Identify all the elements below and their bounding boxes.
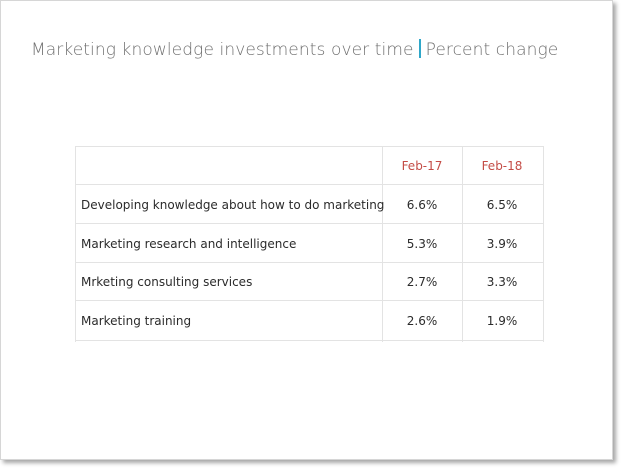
table-cell: 6.6% (406, 198, 438, 212)
table-cell: 2.6% (406, 314, 438, 328)
slide-page: Marketing knowledge investments over tim… (0, 0, 613, 460)
title-main: Marketing knowledge investments over tim… (31, 40, 414, 60)
table-rule (75, 262, 544, 263)
table-rule (75, 146, 76, 342)
data-table: Feb-17 Feb-18 Developing knowledge about… (1, 1, 612, 459)
slide-title: Marketing knowledge investments over tim… (31, 39, 558, 60)
title-subtitle: Percent change (425, 40, 559, 60)
table-rule (75, 340, 544, 341)
table-rule (75, 146, 544, 147)
table-cell: 3.3% (486, 275, 518, 289)
table-rule (75, 184, 544, 185)
table-cell: 6.5% (486, 198, 518, 212)
table-rule (382, 146, 383, 342)
table-rule (543, 146, 544, 342)
table-rule (75, 300, 544, 301)
table-cell: 1.9% (486, 314, 518, 328)
column-header: Feb-17 (401, 159, 443, 173)
title-separator (418, 39, 421, 58)
row-label: Developing knowledge about how to do mar… (81, 198, 385, 212)
row-label: Mrketing consulting services (81, 275, 253, 289)
table-rule (462, 146, 463, 342)
table-cell: 5.3% (406, 237, 438, 251)
row-label: Marketing research and intelligence (81, 237, 297, 251)
column-header: Feb-18 (481, 159, 523, 173)
table-rule (75, 223, 544, 224)
table-cell: 3.9% (486, 237, 518, 251)
table-cell: 2.7% (406, 275, 438, 289)
row-label: Marketing training (81, 314, 192, 328)
